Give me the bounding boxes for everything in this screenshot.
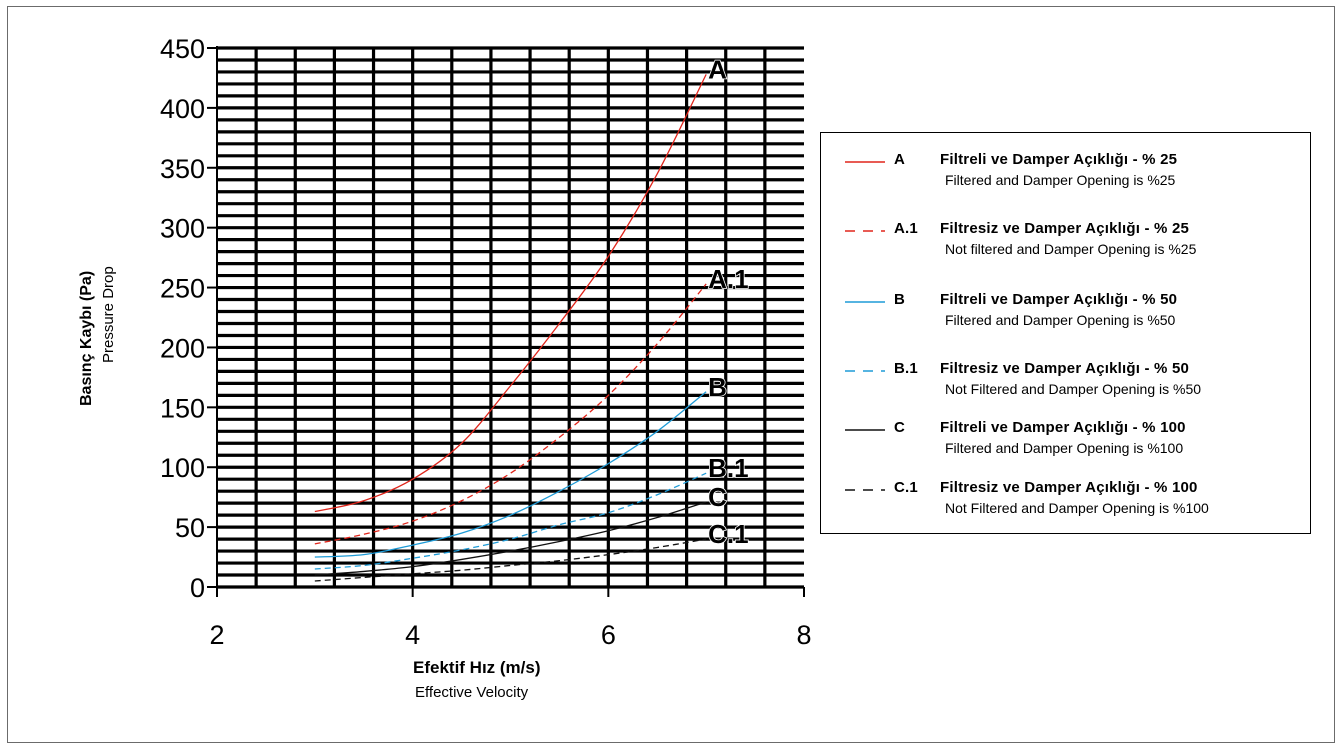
legend-label-en: Not Filtered and Damper Opening is %100	[945, 500, 1209, 516]
legend-label-tr: Filtresiz ve Damper Açıklığı - % 100	[940, 479, 1198, 496]
x-tick-label: 2	[209, 620, 224, 650]
legend-code: C.1	[894, 479, 918, 496]
y-tick-label: 100	[160, 453, 205, 483]
y-tick-label: 250	[160, 274, 205, 304]
end-label-a: A	[708, 54, 727, 84]
y-axis-title: Basınç Kaybı (Pa)	[78, 271, 95, 406]
axes	[207, 46, 805, 597]
grid	[217, 46, 804, 589]
series-line-c-1	[314, 538, 707, 582]
legend-swatch-c-1	[845, 489, 885, 491]
series-lines	[314, 74, 707, 582]
legend-swatch-c	[845, 429, 885, 431]
end-label-c: C	[708, 482, 727, 512]
x-axis-subtitle: Effective Velocity	[415, 684, 529, 701]
legend-label-tr: Filtreli ve Damper Açıklığı - % 25	[940, 151, 1178, 168]
end-label-a-1: A.1	[708, 264, 748, 294]
series-line-a-1	[314, 283, 707, 545]
legend-label-tr: Filtresiz ve Damper Açıklığı - % 50	[940, 360, 1190, 377]
y-tick-label: 450	[160, 34, 205, 64]
legend: A Filtreli ve Damper Açıklığı - % 25 Filte…	[820, 132, 1311, 534]
series-line-c	[314, 501, 707, 576]
legend-item-a: A Filtreli ve Damper Açıklığı - % 25 Filte…	[821, 151, 1310, 195]
legend-code: C	[894, 419, 906, 436]
series-line-b-1	[314, 472, 707, 570]
legend-swatch-a	[845, 161, 885, 163]
legend-label-en: Not filtered and Damper Opening is %25	[945, 241, 1197, 257]
x-tick-label: 8	[796, 620, 811, 650]
y-axis-subtitle: Pressure Drop	[100, 266, 117, 363]
y-tick-label: 400	[160, 94, 205, 124]
legend-swatch-b	[845, 301, 885, 303]
legend-code: B.1	[894, 360, 918, 377]
x-tick-label: 4	[405, 620, 420, 650]
legend-label-tr: Filtreli ve Damper Açıklığı - % 100	[940, 419, 1186, 436]
legend-item-a-1: A.1 Filtresiz ve Damper Açıklığı - % 25 No…	[821, 220, 1310, 264]
x-tick-label: 6	[601, 620, 616, 650]
legend-item-b: B Filtreli ve Damper Açıklığı - % 50 Filte…	[821, 291, 1310, 335]
legend-label-en: Filtered and Damper Opening is %100	[945, 440, 1184, 456]
legend-label-en: Not Filtered and Damper Opening is %50	[945, 381, 1202, 397]
legend-label-tr: Filtreli ve Damper Açıklığı - % 50	[940, 291, 1178, 308]
x-axis-title: Efektif Hız (m/s)	[413, 658, 541, 677]
end-label-c-1: C.1	[708, 519, 748, 549]
y-tick-label: 200	[160, 333, 205, 363]
legend-swatch-a-1	[845, 230, 885, 232]
legend-label-tr: Filtresiz ve Damper Açıklığı - % 25	[940, 220, 1190, 237]
legend-label-en: Filtered and Damper Opening is %50	[945, 312, 1176, 328]
legend-swatch-b-1	[845, 370, 885, 372]
tick-labels: 0 50 100 150 200 250 300 350 400 450 2 4 6 8	[160, 34, 812, 650]
series-line-a	[314, 74, 707, 513]
plot-background	[217, 48, 804, 587]
series-line-b	[314, 391, 707, 558]
legend-code: B	[894, 291, 906, 308]
y-tick-label: 150	[160, 393, 205, 423]
legend-code: A.1	[894, 220, 918, 237]
legend-code: A	[894, 151, 906, 168]
end-labels: A A.1 B B.1C C.1	[707, 54, 749, 550]
end-label-b-1: B.1	[708, 453, 748, 483]
legend-item-c: C Filtreli ve Damper Açıklığı - % 100 Filt…	[821, 419, 1310, 463]
y-tick-label: 50	[175, 513, 205, 543]
y-tick-label: 300	[160, 214, 205, 244]
end-label-b: B	[708, 372, 727, 402]
y-tick-label: 350	[160, 154, 205, 184]
legend-item-b-1: B.1 Filtresiz ve Damper Açıklığı - % 50 No…	[821, 360, 1310, 404]
legend-item-c-1: C.1 Filtresiz ve Damper Açıklığı - % 100 N…	[821, 479, 1310, 523]
legend-label-en: Filtered and Damper Opening is %25	[945, 172, 1176, 188]
y-tick-label: 0	[190, 573, 205, 603]
